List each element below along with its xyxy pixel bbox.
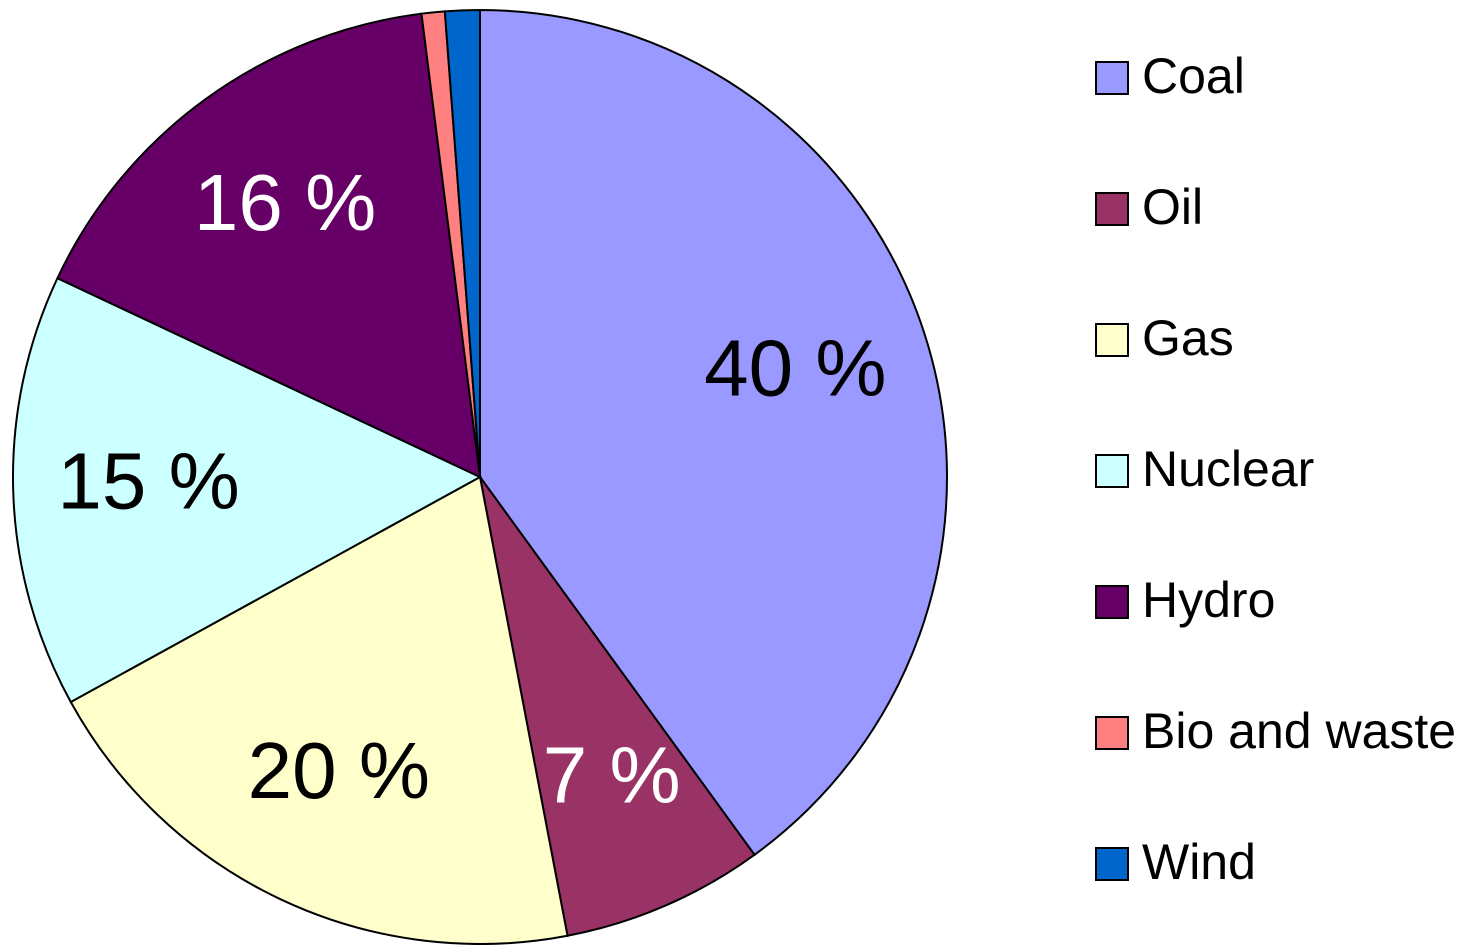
legend-label: Hydro — [1142, 572, 1275, 628]
slice-label: 15 % — [57, 437, 239, 526]
legend-label: Oil — [1142, 179, 1203, 235]
legend-swatch — [1095, 585, 1129, 619]
slice-label: 40 % — [704, 324, 886, 413]
slice-label: 16 % — [194, 158, 376, 247]
pie-slice — [479, 476, 756, 937]
legend-label: Bio and waste — [1142, 703, 1456, 759]
legend-label: Coal — [1142, 48, 1245, 104]
pie-slice — [443, 8, 481, 478]
slice-label: 7 % — [543, 730, 681, 819]
legend-swatch — [1095, 847, 1129, 881]
legend-swatch — [1095, 61, 1129, 95]
legend-swatch — [1095, 716, 1129, 750]
pie-slice — [69, 475, 569, 945]
legend-label: Gas — [1142, 310, 1234, 366]
legend-label: Wind — [1142, 834, 1256, 890]
legend-swatch — [1095, 454, 1129, 488]
legend-swatch — [1095, 192, 1129, 226]
legend-label: Nuclear — [1142, 441, 1314, 497]
pie-slice — [479, 8, 948, 857]
pie-slice — [56, 12, 482, 479]
slice-label: 20 % — [248, 726, 430, 815]
legend-swatch — [1095, 323, 1129, 357]
pie-slice — [12, 276, 483, 704]
